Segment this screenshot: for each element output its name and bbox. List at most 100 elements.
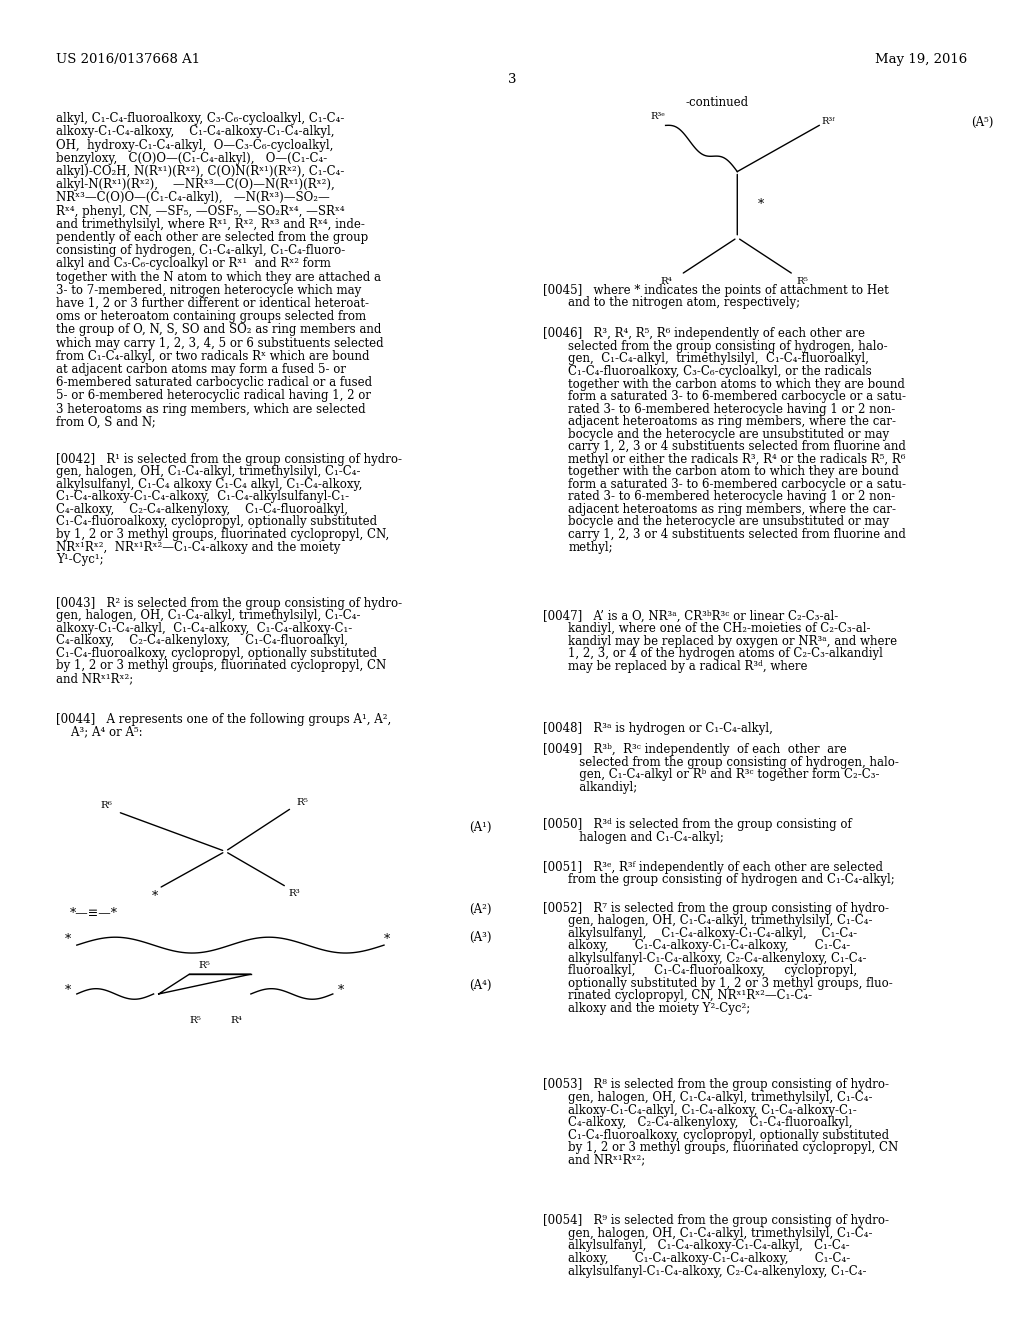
Text: C₁-C₄-fluoroalkoxy, C₃-C₆-cycloalkyl, or the radicals: C₁-C₄-fluoroalkoxy, C₃-C₆-cycloalkyl, or… (568, 364, 872, 378)
Text: US 2016/0137668 A1: US 2016/0137668 A1 (56, 53, 201, 66)
Text: [0044]   A represents one of the following groups A¹, A²,: [0044] A represents one of the following… (56, 713, 391, 726)
Text: rated 3- to 6-membered heterocycle having 1 or 2 non-: rated 3- to 6-membered heterocycle havin… (568, 490, 896, 503)
Text: C₁-C₄-fluoroalkoxy, cyclopropyl, optionally substituted: C₁-C₄-fluoroalkoxy, cyclopropyl, optiona… (56, 515, 378, 528)
Text: pendently of each other are selected from the group: pendently of each other are selected fro… (56, 231, 369, 244)
Text: and NRˣ¹Rˣ²;: and NRˣ¹Rˣ²; (56, 672, 133, 685)
Text: R⁵: R⁵ (189, 1016, 202, 1026)
Text: R⁶: R⁶ (100, 801, 113, 809)
Text: (A⁴): (A⁴) (469, 979, 492, 993)
Text: bocycle and the heterocycle are unsubstituted or may: bocycle and the heterocycle are unsubsti… (568, 515, 890, 528)
Text: halogen and C₁-C₄-alkyl;: halogen and C₁-C₄-alkyl; (568, 832, 724, 843)
Text: R³: R³ (289, 890, 300, 898)
Text: selected from the group consisting of hydrogen, halo-: selected from the group consisting of hy… (568, 755, 899, 768)
Text: [0048]   R³ᵃ is hydrogen or C₁-C₄-alkyl,: [0048] R³ᵃ is hydrogen or C₁-C₄-alkyl, (543, 722, 772, 735)
Text: alkoxy-C₁-C₄-alkyl,  C₁-C₄-alkoxy,  C₁-C₄-alkoxy-C₁-: alkoxy-C₁-C₄-alkyl, C₁-C₄-alkoxy, C₁-C₄-… (56, 622, 352, 635)
Text: together with the N atom to which they are attached a: together with the N atom to which they a… (56, 271, 381, 284)
Text: benzyloxy,   C(O)O—(C₁-C₄-alkyl),   O—(C₁-C₄-: benzyloxy, C(O)O—(C₁-C₄-alkyl), O—(C₁-C₄… (56, 152, 328, 165)
Text: C₁-C₄-fluoroalkoxy, cyclopropyl, optionally substituted: C₁-C₄-fluoroalkoxy, cyclopropyl, optiona… (56, 647, 378, 660)
Text: C₁-C₄-fluoroalkoxy, cyclopropyl, optionally substituted: C₁-C₄-fluoroalkoxy, cyclopropyl, optiona… (568, 1129, 890, 1142)
Text: [0053]   R⁸ is selected from the group consisting of hydro-: [0053] R⁸ is selected from the group con… (543, 1078, 889, 1092)
Text: at adjacent carbon atoms may form a fused 5- or: at adjacent carbon atoms may form a fuse… (56, 363, 346, 376)
Text: 3: 3 (508, 73, 516, 86)
Text: *: * (338, 983, 344, 997)
Text: alkoxy-C₁-C₄-alkyl, C₁-C₄-alkoxy, C₁-C₄-alkoxy-C₁-: alkoxy-C₁-C₄-alkyl, C₁-C₄-alkoxy, C₁-C₄-… (568, 1104, 857, 1117)
Text: alkandiyl;: alkandiyl; (568, 781, 638, 793)
Text: alkoxy,       C₁-C₄-alkoxy-C₁-C₄-alkoxy,       C₁-C₄-: alkoxy, C₁-C₄-alkoxy-C₁-C₄-alkoxy, C₁-C₄… (568, 940, 851, 952)
Text: alkyl and C₃-C₆-cycloalkyl or Rˣ¹  and Rˣ² form: alkyl and C₃-C₆-cycloalkyl or Rˣ¹ and Rˣ… (56, 257, 331, 271)
Text: alkylsulfanyl,    C₁-C₄-alkoxy-C₁-C₄-alkyl,    C₁-C₄-: alkylsulfanyl, C₁-C₄-alkoxy-C₁-C₄-alkyl,… (568, 927, 857, 940)
Text: adjacent heteroatoms as ring members, where the car-: adjacent heteroatoms as ring members, wh… (568, 503, 896, 516)
Text: consisting of hydrogen, C₁-C₄-alkyl, C₁-C₄-fluoro-: consisting of hydrogen, C₁-C₄-alkyl, C₁-… (56, 244, 345, 257)
Text: alkyl)-CO₂H, N(Rˣ¹)(Rˣ²), C(O)N(Rˣ¹)(Rˣ²), C₁-C₄-: alkyl)-CO₂H, N(Rˣ¹)(Rˣ²), C(O)N(Rˣ¹)(Rˣ²… (56, 165, 345, 178)
Text: (A³): (A³) (469, 931, 492, 944)
Text: selected from the group consisting of hydrogen, halo-: selected from the group consisting of hy… (568, 339, 888, 352)
Text: [0052]   R⁷ is selected from the group consisting of hydro-: [0052] R⁷ is selected from the group con… (543, 902, 889, 915)
Text: methyl or either the radicals R³, R⁴ or the radicals R⁵, R⁶: methyl or either the radicals R³, R⁴ or … (568, 453, 906, 466)
Text: May 19, 2016: May 19, 2016 (876, 53, 968, 66)
Text: *: * (758, 198, 764, 211)
Text: from the group consisting of hydrogen and C₁-C₄-alkyl;: from the group consisting of hydrogen an… (568, 874, 895, 886)
Text: NRˣ¹Rˣ²,  NRˣ¹Rˣ²—C₁-C₄-alkoxy and the moiety: NRˣ¹Rˣ², NRˣ¹Rˣ²—C₁-C₄-alkoxy and the mo… (56, 541, 341, 553)
Text: *: * (65, 933, 71, 946)
Text: alkylsulfanyl, C₁-C₄ alkoxy C₁-C₄ alkyl, C₁-C₄-alkoxy,: alkylsulfanyl, C₁-C₄ alkoxy C₁-C₄ alkyl,… (56, 478, 362, 491)
Text: *: * (65, 983, 71, 997)
Text: gen,  C₁-C₄-alkyl,  trimethylsilyl,  C₁-C₄-fluoroalkyl,: gen, C₁-C₄-alkyl, trimethylsilyl, C₁-C₄-… (568, 352, 869, 366)
Text: form a saturated 3- to 6-membered carbocycle or a satu-: form a saturated 3- to 6-membered carboc… (568, 391, 906, 403)
Text: alkyl, C₁-C₄-fluoroalkoxy, C₃-C₆-cycloalkyl, C₁-C₄-: alkyl, C₁-C₄-fluoroalkoxy, C₃-C₆-cycloal… (56, 112, 345, 125)
Text: R³ᶠ: R³ᶠ (821, 117, 835, 125)
Text: by 1, 2 or 3 methyl groups, fluorinated cyclopropyl, CN,: by 1, 2 or 3 methyl groups, fluorinated … (56, 528, 389, 541)
Text: OH,  hydroxy-C₁-C₄-alkyl,  O—C₃-C₆-cycloalkyl,: OH, hydroxy-C₁-C₄-alkyl, O—C₃-C₆-cycloal… (56, 139, 334, 152)
Text: R³ᵉ: R³ᵉ (650, 112, 666, 120)
Text: A³; A⁴ or A⁵:: A³; A⁴ or A⁵: (56, 726, 143, 738)
Text: *: * (152, 890, 158, 903)
Text: alkylsulfanyl-C₁-C₄-alkoxy, C₂-C₄-alkenyloxy, C₁-C₄-: alkylsulfanyl-C₁-C₄-alkoxy, C₂-C₄-alkeny… (568, 1265, 867, 1278)
Text: alkylsulfanyl,   C₁-C₄-alkoxy-C₁-C₄-alkyl,   C₁-C₄-: alkylsulfanyl, C₁-C₄-alkoxy-C₁-C₄-alkyl,… (568, 1239, 850, 1253)
Text: (A⁵): (A⁵) (971, 116, 993, 129)
Text: gen, halogen, OH, C₁-C₄-alkyl, trimethylsilyl, C₁-C₄-: gen, halogen, OH, C₁-C₄-alkyl, trimethyl… (568, 1228, 872, 1239)
Text: R⁵: R⁵ (297, 799, 309, 807)
Text: gen, halogen, OH, C₁-C₄-alkyl, trimethylsilyl, C₁-C₄-: gen, halogen, OH, C₁-C₄-alkyl, trimethyl… (56, 609, 360, 622)
Text: [0050]   R³ᵈ is selected from the group consisting of: [0050] R³ᵈ is selected from the group co… (543, 818, 852, 832)
Text: 6-membered saturated carbocyclic radical or a fused: 6-membered saturated carbocyclic radical… (56, 376, 373, 389)
Text: -continued: -continued (685, 96, 749, 110)
Text: R⁴: R⁴ (660, 277, 673, 285)
Text: *: * (384, 933, 390, 946)
Text: C₄-alkoxy,   C₂-C₄-alkenyloxy,   C₁-C₄-fluoroalkyl,: C₄-alkoxy, C₂-C₄-alkenyloxy, C₁-C₄-fluor… (568, 1117, 853, 1129)
Text: 3 heteroatoms as ring members, which are selected: 3 heteroatoms as ring members, which are… (56, 403, 366, 416)
Text: gen, halogen, OH, C₁-C₄-alkyl, trimethylsilyl, C₁-C₄-: gen, halogen, OH, C₁-C₄-alkyl, trimethyl… (568, 1090, 872, 1104)
Text: (A¹): (A¹) (469, 821, 492, 834)
Text: form a saturated 3- to 6-membered carbocycle or a satu-: form a saturated 3- to 6-membered carboc… (568, 478, 906, 491)
Text: kandiyl may be replaced by oxygen or NR³ᵃ, and where: kandiyl may be replaced by oxygen or NR³… (568, 635, 897, 648)
Text: [0046]   R³, R⁴, R⁵, R⁶ independently of each other are: [0046] R³, R⁴, R⁵, R⁶ independently of e… (543, 327, 864, 341)
Text: 1, 2, 3, or 4 of the hydrogen atoms of C₂-C₃-alkandiyl: 1, 2, 3, or 4 of the hydrogen atoms of C… (568, 647, 883, 660)
Text: [0054]   R⁹ is selected from the group consisting of hydro-: [0054] R⁹ is selected from the group con… (543, 1214, 889, 1228)
Text: may be replaced by a radical R³ᵈ, where: may be replaced by a radical R³ᵈ, where (568, 660, 808, 673)
Text: bocycle and the heterocycle are unsubstituted or may: bocycle and the heterocycle are unsubsti… (568, 428, 890, 441)
Text: together with the carbon atom to which they are bound: together with the carbon atom to which t… (568, 466, 899, 478)
Text: by 1, 2 or 3 methyl groups, fluorinated cyclopropyl, CN: by 1, 2 or 3 methyl groups, fluorinated … (568, 1140, 899, 1154)
Text: [0042]   R¹ is selected from the group consisting of hydro-: [0042] R¹ is selected from the group con… (56, 453, 402, 466)
Text: optionally substituted by 1, 2 or 3 methyl groups, fluo-: optionally substituted by 1, 2 or 3 meth… (568, 977, 893, 990)
Text: (A²): (A²) (469, 903, 492, 916)
Text: alkoxy,       C₁-C₄-alkoxy-C₁-C₄-alkoxy,       C₁-C₄-: alkoxy, C₁-C₄-alkoxy-C₁-C₄-alkoxy, C₁-C₄… (568, 1251, 851, 1265)
Text: fluoroalkyl,     C₁-C₄-fluoroalkoxy,     cyclopropyl,: fluoroalkyl, C₁-C₄-fluoroalkoxy, cyclopr… (568, 964, 857, 977)
Text: 5- or 6-membered heterocyclic radical having 1, 2 or: 5- or 6-membered heterocyclic radical ha… (56, 389, 372, 403)
Text: C₁-C₄-alkoxy-C₁-C₄-alkoxy,  C₁-C₄-alkylsulfanyl-C₁-: C₁-C₄-alkoxy-C₁-C₄-alkoxy, C₁-C₄-alkylsu… (56, 490, 349, 503)
Text: have 1, 2 or 3 further different or identical heteroat-: have 1, 2 or 3 further different or iden… (56, 297, 370, 310)
Text: *—≡—*: *—≡—* (70, 907, 118, 920)
Text: alkylsulfanyl-C₁-C₄-alkoxy, C₂-C₄-alkenyloxy, C₁-C₄-: alkylsulfanyl-C₁-C₄-alkoxy, C₂-C₄-alkeny… (568, 952, 867, 965)
Text: [0043]   R² is selected from the group consisting of hydro-: [0043] R² is selected from the group con… (56, 597, 402, 610)
Text: from C₁-C₄-alkyl, or two radicals Rˣ which are bound: from C₁-C₄-alkyl, or two radicals Rˣ whi… (56, 350, 370, 363)
Text: NRˣ³—C(O)O—(C₁-C₄-alkyl),   —N(Rˣ³)—SO₂—: NRˣ³—C(O)O—(C₁-C₄-alkyl), —N(Rˣ³)—SO₂— (56, 191, 330, 205)
Text: 3- to 7-membered, nitrogen heterocycle which may: 3- to 7-membered, nitrogen heterocycle w… (56, 284, 361, 297)
Text: alkoxy and the moiety Y²-Cyc²;: alkoxy and the moiety Y²-Cyc²; (568, 1002, 751, 1015)
Text: gen, C₁-C₄-alkyl or Rᵇ and R³ᶜ together form C₂-C₃-: gen, C₁-C₄-alkyl or Rᵇ and R³ᶜ together … (568, 768, 880, 781)
Text: together with the carbon atoms to which they are bound: together with the carbon atoms to which … (568, 378, 905, 391)
Text: kandiyl, where one of the CH₂-moieties of C₂-C₃-al-: kandiyl, where one of the CH₂-moieties o… (568, 622, 870, 635)
Text: [0047]   A’ is a O, NR³ᵃ, CR³ᵇR³ᶜ or linear C₂-C₃-al-: [0047] A’ is a O, NR³ᵃ, CR³ᵇR³ᶜ or linea… (543, 610, 838, 623)
Text: and NRˣ¹Rˣ²;: and NRˣ¹Rˣ²; (568, 1154, 645, 1167)
Text: [0049]   R³ᵇ,  R³ᶜ independently  of each  other  are: [0049] R³ᵇ, R³ᶜ independently of each ot… (543, 743, 847, 756)
Text: gen, halogen, OH, C₁-C₄-alkyl, trimethylsilyl, C₁-C₄-: gen, halogen, OH, C₁-C₄-alkyl, trimethyl… (56, 465, 360, 478)
Text: adjacent heteroatoms as ring members, where the car-: adjacent heteroatoms as ring members, wh… (568, 414, 896, 428)
Text: methyl;: methyl; (568, 541, 613, 553)
